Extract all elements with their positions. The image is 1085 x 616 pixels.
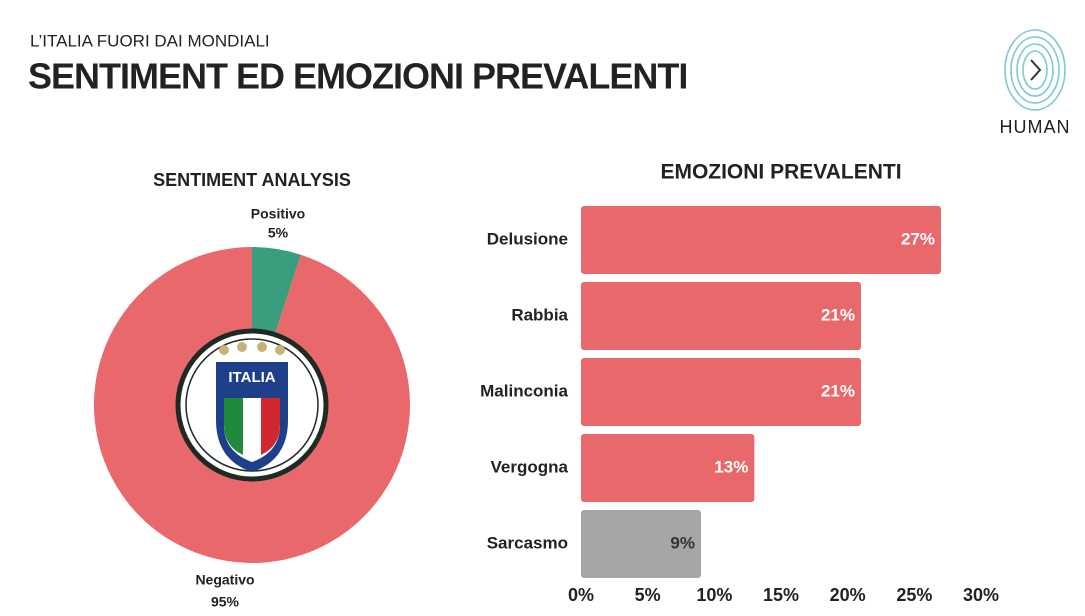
kicker: L’ITALIA FUORI DAI MONDIALI xyxy=(30,31,270,50)
badge-text: ITALIA xyxy=(228,369,275,386)
category-label: Delusione xyxy=(487,229,568,248)
x-tick-label: 10% xyxy=(696,585,732,605)
badge: ITALIA xyxy=(175,328,329,482)
category-label: Rabbia xyxy=(511,305,568,324)
bar xyxy=(581,358,861,426)
category-label: Vergogna xyxy=(491,457,569,476)
slice-label: Positivo xyxy=(251,206,305,222)
category-label: Sarcasmo xyxy=(487,533,568,552)
value-label: 21% xyxy=(821,381,855,400)
value-label: 21% xyxy=(821,305,855,324)
slice-label: Negativo xyxy=(195,572,254,588)
slice-value: 95% xyxy=(211,594,240,610)
value-label: 9% xyxy=(670,533,695,552)
bar xyxy=(581,282,861,350)
chart-title: EMOZIONI PREVALENTI xyxy=(660,161,901,184)
slice-value: 5% xyxy=(268,225,289,241)
x-tick-label: 0% xyxy=(568,585,594,605)
value-label: 27% xyxy=(901,229,935,248)
x-tick-label: 20% xyxy=(830,585,866,605)
bar xyxy=(581,434,755,502)
bar xyxy=(581,206,941,274)
x-tick-label: 15% xyxy=(763,585,799,605)
x-tick-label: 25% xyxy=(896,585,932,605)
logo-text: HUMAN xyxy=(1000,117,1071,137)
chart-title: SENTIMENT ANALYSIS xyxy=(153,170,351,190)
value-label: 13% xyxy=(714,457,748,476)
x-tick-label: 5% xyxy=(635,585,661,605)
x-tick-label: 30% xyxy=(963,585,999,605)
bar xyxy=(581,510,701,578)
category-label: Malinconia xyxy=(480,381,568,400)
slide-title: SENTIMENT ED EMOZIONI PREVALENTI xyxy=(28,56,687,97)
logo xyxy=(1004,29,1066,111)
